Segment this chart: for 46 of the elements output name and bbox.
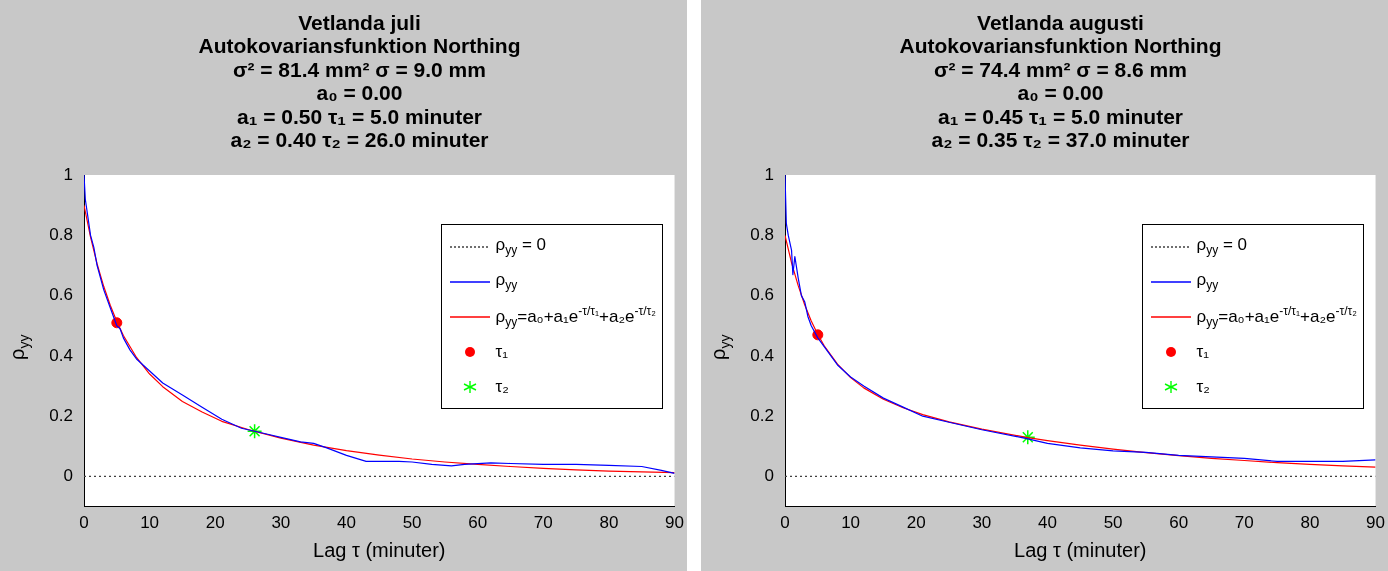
x-tick-label: 80 (599, 513, 619, 533)
y-tick-label: 0.4 (750, 345, 774, 365)
y-tick-label: 0 (63, 466, 73, 486)
chart-title: Vetlanda juli Autokovariansfunktion Northing σ² = 81.4 mm² σ = 9.0 mm a₀ = 0.00 a₁ = 0.50 τ₁ = 5.0 minuter a₂ = 0.40 τ₂ = 26.0 minuter (198, 10, 521, 152)
y-tick-label: 0.8 (750, 225, 774, 245)
x-tick-label: 60 (468, 513, 488, 533)
legend-label: ρ$_{yy}$=a₀+a₁e$^{-τ/τ₁}$+a₂e$^{-τ/τ₂}$ (495, 303, 656, 330)
legend-label: τ₂ (495, 376, 509, 397)
x-tick-label: 40 (1038, 513, 1057, 533)
x-tick-label: 90 (665, 513, 685, 533)
legend-label: τ₁ (1196, 341, 1209, 362)
x-tick-label: 20 (906, 513, 926, 533)
x-tick-label: 40 (337, 513, 356, 533)
y-tick-label: 0.6 (750, 285, 774, 305)
y-tick-label: 0.2 (750, 405, 774, 425)
y-tick-label: 0.4 (49, 345, 73, 365)
x-axis-title: Lag τ (minuter) (313, 538, 446, 561)
legend-label: ρ$_{yy}$ = 0 (495, 235, 547, 258)
chart-title: Vetlanda augusti Autokovariansfunktion Northing σ² = 74.4 mm² σ = 8.6 mm a₀ = 0.00 a₁ = 0.45 τ₁ = 5.0 minuter a₂ = 0.35 τ₂ = 37.0 minuter (899, 10, 1222, 152)
x-axis-title: Lag τ (minuter) (1014, 538, 1147, 561)
legend-label: ρ$_{yy}$ = 0 (1196, 235, 1248, 258)
x-tick-label: 70 (1234, 513, 1254, 533)
x-tick-label: 90 (1366, 513, 1386, 533)
y-tick-label: 0.2 (49, 405, 73, 425)
legend-label: τ₂ (1196, 376, 1210, 397)
x-tick-label: 30 (271, 513, 291, 533)
x-tick-label: 60 (1169, 513, 1189, 533)
x-tick-label: 0 (79, 513, 89, 533)
y-tick-label: 0.6 (49, 285, 73, 305)
x-tick-label: 10 (841, 513, 861, 533)
legend-label: ρ$_{yy}$ (495, 270, 518, 293)
y-tick-label: 1 (764, 164, 774, 184)
x-tick-label: 80 (1300, 513, 1320, 533)
x-tick-label: 50 (402, 513, 422, 533)
y-tick-label: 0.8 (49, 225, 73, 245)
x-tick-label: 10 (140, 513, 160, 533)
y-tick-label: 0 (764, 466, 774, 486)
x-tick-label: 70 (533, 513, 553, 533)
x-tick-label: 0 (780, 513, 790, 533)
x-tick-label: 30 (972, 513, 992, 533)
x-tick-label: 20 (205, 513, 225, 533)
legend-label: τ₁ (495, 341, 508, 362)
x-tick-label: 50 (1103, 513, 1123, 533)
legend-label: ρ$_{yy}$=a₀+a₁e$^{-τ/τ₁}$+a₂e$^{-τ/τ₂}$ (1196, 303, 1357, 330)
y-tick-label: 1 (63, 164, 73, 184)
legend-label: ρ$_{yy}$ (1196, 270, 1219, 293)
